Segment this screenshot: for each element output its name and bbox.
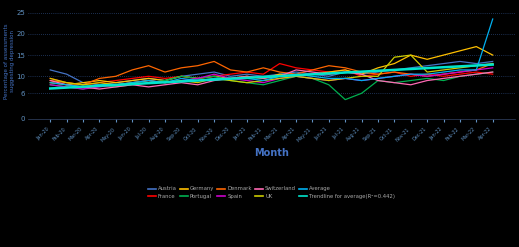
Legend: Austria, France, Germany, Portugal, Denmark, Spain, Switzerland, UK, Average, Tr: Austria, France, Germany, Portugal, Denm… xyxy=(146,184,398,201)
Y-axis label: Percentage of assessments
suggesting depression: Percentage of assessments suggesting dep… xyxy=(4,24,15,99)
X-axis label: Month: Month xyxy=(254,148,289,158)
